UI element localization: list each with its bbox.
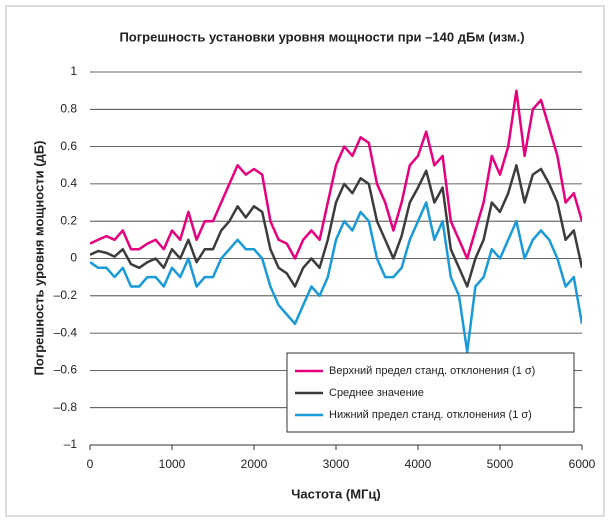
y-tick-label: –1 [64,437,78,451]
x-tick-label: 2000 [241,457,268,471]
y-tick-label: 1 [70,64,77,78]
x-tick-label: 3000 [323,457,350,471]
x-tick-label: 4000 [405,457,432,471]
series-line [90,201,582,354]
legend-box [286,352,575,433]
x-tick-label: 6000 [569,457,596,471]
y-tick-label: 0.6 [60,139,77,153]
y-tick-label: –0.6 [54,363,78,377]
y-tick-label: 0 [70,251,77,265]
x-axis-label: Частота (МГц) [291,486,380,501]
y-tick-label: 0.4 [60,176,77,190]
y-tick-label: 0.2 [60,213,77,227]
legend-label: Среднее значение [329,387,424,399]
y-tick-label: –0.4 [54,325,78,339]
y-tick-label: –0.2 [54,288,78,302]
y-tick-label: 0.8 [60,101,77,115]
y-tick-label: –0.8 [54,400,78,414]
legend-label: Нижний предел станд. отклонения (1 σ) [329,409,532,421]
x-tick-label: 5000 [487,457,514,471]
series-line [90,89,582,260]
frame [5,5,605,517]
legend-label: Верхний предел станд. отклонения (1 σ) [329,365,535,377]
plot-lines [90,89,582,354]
x-tick-label: 1000 [159,457,186,471]
series-line [90,164,582,288]
chart-title: Погрешность установки уровня мощности пр… [119,29,524,44]
y-axis-label: Погрешность уровня мощности (дБ) [31,141,46,376]
x-tick-label: 0 [87,457,94,471]
